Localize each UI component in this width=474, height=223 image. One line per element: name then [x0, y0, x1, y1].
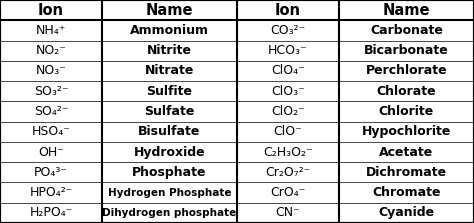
- Text: Acetate: Acetate: [379, 146, 434, 159]
- Text: CrO₄⁻: CrO₄⁻: [270, 186, 306, 199]
- Text: ClO₃⁻: ClO₃⁻: [271, 85, 305, 98]
- Text: H₂PO₄⁻: H₂PO₄⁻: [29, 206, 73, 219]
- Text: SO₄²⁻: SO₄²⁻: [34, 105, 68, 118]
- Text: CN⁻: CN⁻: [275, 206, 301, 219]
- Text: Nitrate: Nitrate: [145, 64, 194, 77]
- Text: Chlorite: Chlorite: [379, 105, 434, 118]
- Text: SO₃²⁻: SO₃²⁻: [34, 85, 68, 98]
- Text: OH⁻: OH⁻: [38, 146, 64, 159]
- Text: Ion: Ion: [275, 3, 301, 18]
- Text: ClO₂⁻: ClO₂⁻: [271, 105, 305, 118]
- Text: Name: Name: [146, 3, 193, 18]
- Text: Chromate: Chromate: [372, 186, 441, 199]
- Text: Dichromate: Dichromate: [366, 166, 447, 179]
- Text: Cyanide: Cyanide: [378, 206, 435, 219]
- Text: Bicarbonate: Bicarbonate: [364, 44, 449, 57]
- Text: Cr₂O₇²⁻: Cr₂O₇²⁻: [265, 166, 310, 179]
- Text: Nitrite: Nitrite: [147, 44, 192, 57]
- Text: PO₄³⁻: PO₄³⁻: [34, 166, 68, 179]
- Text: NO₂⁻: NO₂⁻: [36, 44, 66, 57]
- Text: HCO₃⁻: HCO₃⁻: [268, 44, 308, 57]
- Text: CO₃²⁻: CO₃²⁻: [270, 24, 306, 37]
- Text: NO₃⁻: NO₃⁻: [36, 64, 66, 77]
- Text: Ion: Ion: [38, 3, 64, 18]
- Text: Hypochlorite: Hypochlorite: [362, 125, 451, 138]
- Text: ClO⁻: ClO⁻: [273, 125, 302, 138]
- Text: HPO₄²⁻: HPO₄²⁻: [29, 186, 73, 199]
- Text: Sulfate: Sulfate: [144, 105, 195, 118]
- Text: NH₄⁺: NH₄⁺: [36, 24, 66, 37]
- Text: Carbonate: Carbonate: [370, 24, 443, 37]
- Text: Name: Name: [383, 3, 430, 18]
- Text: Hydroxide: Hydroxide: [134, 146, 205, 159]
- Text: Dihydrogen phosphate: Dihydrogen phosphate: [102, 208, 237, 218]
- Text: Chlorate: Chlorate: [377, 85, 436, 98]
- Text: Phosphate: Phosphate: [132, 166, 207, 179]
- Text: Bisulfate: Bisulfate: [138, 125, 201, 138]
- Text: C₂H₃O₂⁻: C₂H₃O₂⁻: [263, 146, 313, 159]
- Text: Sulfite: Sulfite: [146, 85, 192, 98]
- Text: ClO₄⁻: ClO₄⁻: [271, 64, 305, 77]
- Text: Hydrogen Phosphate: Hydrogen Phosphate: [108, 188, 231, 198]
- Text: Ammonium: Ammonium: [130, 24, 209, 37]
- Text: Perchlorate: Perchlorate: [365, 64, 447, 77]
- Text: HSO₄⁻: HSO₄⁻: [31, 125, 71, 138]
